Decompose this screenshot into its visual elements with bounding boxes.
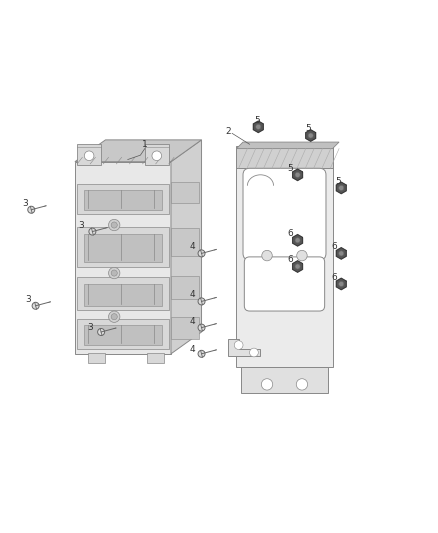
Text: 2: 2 xyxy=(225,127,230,136)
Bar xyxy=(88,353,106,362)
Circle shape xyxy=(98,328,105,335)
Polygon shape xyxy=(293,235,303,246)
Polygon shape xyxy=(228,338,261,356)
Circle shape xyxy=(295,264,300,269)
Circle shape xyxy=(256,124,261,130)
Bar xyxy=(77,319,169,350)
Text: 4: 4 xyxy=(189,345,195,354)
Circle shape xyxy=(28,206,35,213)
Circle shape xyxy=(198,324,205,331)
Polygon shape xyxy=(253,121,263,133)
Circle shape xyxy=(84,151,94,160)
Circle shape xyxy=(109,220,120,231)
Bar xyxy=(237,147,332,168)
Polygon shape xyxy=(306,130,316,141)
Circle shape xyxy=(109,268,120,279)
Bar xyxy=(84,326,162,345)
Polygon shape xyxy=(293,261,303,272)
Text: 3: 3 xyxy=(25,295,31,304)
Polygon shape xyxy=(336,248,346,259)
Circle shape xyxy=(339,185,344,190)
Text: 5: 5 xyxy=(306,125,311,133)
Bar xyxy=(171,276,199,299)
Bar xyxy=(171,182,199,203)
Text: 3: 3 xyxy=(22,199,28,208)
Circle shape xyxy=(339,251,344,256)
Text: 6: 6 xyxy=(287,255,293,264)
Circle shape xyxy=(32,302,39,309)
Circle shape xyxy=(297,251,307,261)
Polygon shape xyxy=(336,182,346,193)
Polygon shape xyxy=(241,367,328,393)
Circle shape xyxy=(339,281,344,287)
Text: 4: 4 xyxy=(189,243,195,252)
Text: 6: 6 xyxy=(331,273,337,282)
Circle shape xyxy=(295,172,300,177)
Text: 4: 4 xyxy=(189,290,195,300)
Circle shape xyxy=(296,379,307,390)
Bar xyxy=(84,234,162,262)
Circle shape xyxy=(111,313,117,320)
Text: 3: 3 xyxy=(78,221,85,230)
Circle shape xyxy=(111,270,117,276)
Circle shape xyxy=(308,133,313,138)
Polygon shape xyxy=(293,169,303,181)
Circle shape xyxy=(198,298,205,305)
Circle shape xyxy=(89,228,96,235)
FancyBboxPatch shape xyxy=(243,168,326,260)
Circle shape xyxy=(295,238,300,243)
Text: 5: 5 xyxy=(287,164,293,173)
Circle shape xyxy=(261,379,273,390)
Circle shape xyxy=(111,222,117,228)
Text: 6: 6 xyxy=(287,229,293,238)
Polygon shape xyxy=(77,144,101,165)
Circle shape xyxy=(234,341,243,350)
Bar xyxy=(171,317,199,338)
Text: 4: 4 xyxy=(189,317,195,326)
Bar xyxy=(84,190,162,210)
Bar xyxy=(77,227,169,266)
Polygon shape xyxy=(336,278,346,289)
Text: 5: 5 xyxy=(254,116,260,125)
Circle shape xyxy=(109,311,120,322)
Circle shape xyxy=(198,250,205,257)
Polygon shape xyxy=(145,144,169,165)
Polygon shape xyxy=(75,161,171,354)
Text: 5: 5 xyxy=(336,177,341,186)
Circle shape xyxy=(262,251,272,261)
FancyBboxPatch shape xyxy=(244,257,325,311)
Bar xyxy=(77,183,169,214)
Polygon shape xyxy=(75,140,201,161)
Circle shape xyxy=(250,348,258,357)
Polygon shape xyxy=(171,140,201,354)
Bar xyxy=(84,284,162,306)
Bar xyxy=(77,277,169,310)
Circle shape xyxy=(152,151,162,160)
Text: 3: 3 xyxy=(87,323,93,332)
Text: 6: 6 xyxy=(331,243,337,252)
Circle shape xyxy=(198,350,205,357)
Polygon shape xyxy=(237,149,332,367)
Bar xyxy=(171,228,199,256)
Text: 1: 1 xyxy=(142,140,148,149)
Polygon shape xyxy=(237,142,339,149)
Bar xyxy=(147,353,164,362)
